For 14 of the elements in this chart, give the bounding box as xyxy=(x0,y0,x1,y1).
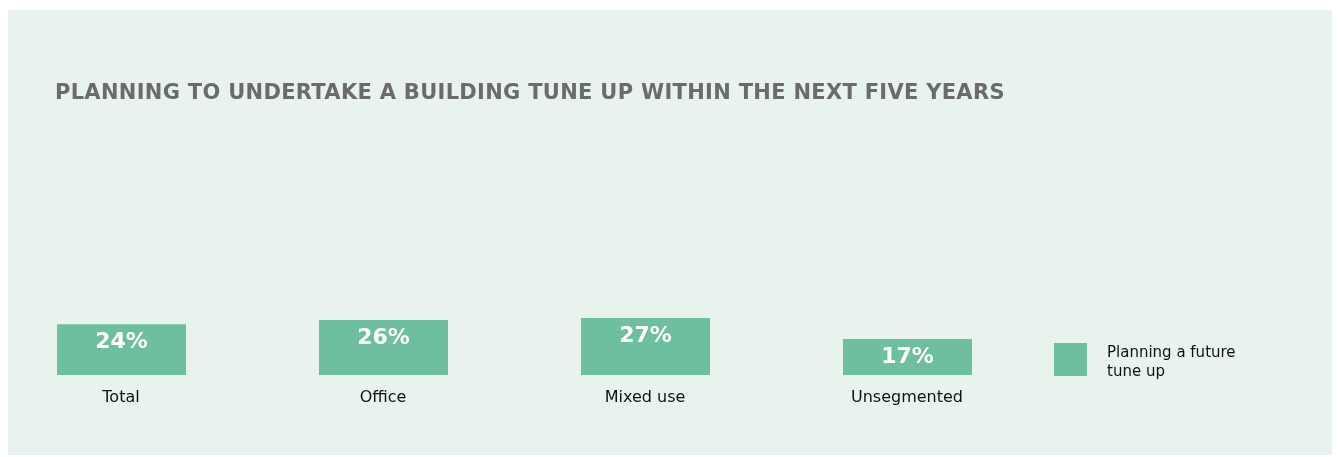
x-tick-label: Office xyxy=(359,387,407,407)
data-label: 17% xyxy=(881,342,934,368)
bar xyxy=(319,320,448,375)
x-tick-label: Mixed use xyxy=(604,387,686,407)
data-label: 27% xyxy=(619,321,672,347)
data-label: 26% xyxy=(357,323,410,349)
bar xyxy=(581,318,710,375)
data-label: 24% xyxy=(95,327,148,353)
chart-title: PLANNING TO UNDERTAKE A BUILDING TUNE UP WITHIN THE NEXT FIVE YEARS xyxy=(55,80,1005,104)
x-tick-label: Unsegmented xyxy=(850,387,964,407)
bar xyxy=(843,339,972,375)
legend-label: Planning a future tune up xyxy=(1107,343,1237,381)
bar xyxy=(57,324,186,375)
x-tick-label: Total xyxy=(101,387,140,407)
